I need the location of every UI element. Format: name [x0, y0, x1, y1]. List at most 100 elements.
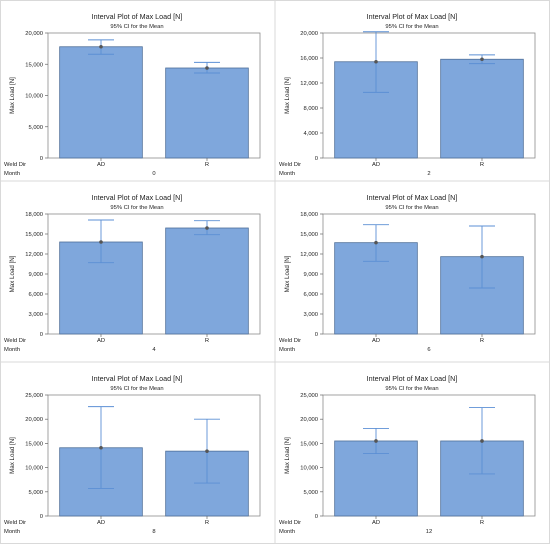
chart-subtitle: 95% CI for the Mean — [385, 386, 438, 392]
mean-point — [480, 439, 484, 443]
mean-point — [99, 44, 103, 49]
chart-title: Interval Plot of Max Load [N] — [92, 193, 183, 202]
y-tick-label: 25,000 — [300, 393, 318, 399]
row-label-weld-dir: Weld Dir — [279, 338, 301, 344]
row-label-month: Month — [4, 347, 20, 353]
chart-title: Interval Plot of Max Load [N] — [92, 12, 183, 21]
mean-point — [99, 240, 103, 244]
month-value: 12 — [426, 529, 432, 535]
chart-subtitle: 95% CI for the Mean — [385, 205, 438, 211]
y-tick-label: 0 — [40, 332, 43, 338]
mean-point — [205, 226, 209, 230]
row-label-month: Month — [279, 171, 295, 177]
chart-title: Interval Plot of Max Load [N] — [367, 193, 458, 202]
y-tick-label: 10,000 — [25, 94, 43, 100]
y-tick-label: 5,000 — [28, 125, 43, 131]
mean-point — [374, 59, 378, 64]
y-axis-label: Max Load [N] — [284, 77, 291, 114]
category-label: R — [205, 520, 209, 526]
row-label-weld-dir: Weld Dir — [4, 162, 26, 168]
mean-point — [480, 57, 484, 62]
y-tick-label: 12,000 — [300, 81, 318, 87]
chart-subtitle: 95% CI for the Mean — [110, 386, 163, 392]
row-label-month: Month — [4, 529, 20, 535]
category-label: AD — [372, 162, 380, 168]
y-tick-label: 0 — [315, 514, 318, 520]
y-tick-label: 8,000 — [303, 106, 318, 112]
month-value: 4 — [152, 347, 156, 353]
month-value: 8 — [152, 529, 155, 535]
y-tick-label: 5,000 — [28, 490, 43, 496]
y-tick-label: 16,000 — [300, 56, 318, 62]
y-tick-label: 4,000 — [303, 131, 318, 137]
y-tick-label: 0 — [315, 156, 318, 162]
category-label: AD — [97, 520, 105, 526]
bar-ad — [59, 46, 143, 159]
bar-r — [165, 227, 249, 335]
y-axis-label: Max Load [N] — [9, 255, 16, 292]
y-tick-label: 3,000 — [28, 312, 43, 318]
category-label: AD — [372, 338, 380, 344]
row-label-month: Month — [279, 529, 295, 535]
month-value: 2 — [427, 171, 430, 177]
y-tick-label: 10,000 — [300, 466, 318, 472]
y-tick-label: 18,000 — [25, 212, 43, 218]
y-tick-label: 15,000 — [300, 232, 318, 238]
bar-r — [165, 67, 249, 159]
mean-point — [205, 449, 209, 453]
y-tick-label: 0 — [40, 156, 43, 162]
y-tick-label: 5,000 — [303, 490, 318, 496]
y-axis-label: Max Load [N] — [9, 77, 16, 114]
y-tick-label: 15,000 — [300, 441, 318, 447]
mean-point — [205, 66, 209, 70]
y-tick-label: 9,000 — [303, 272, 318, 278]
row-label-weld-dir: Weld Dir — [279, 520, 301, 526]
y-tick-label: 0 — [315, 332, 318, 338]
chart-title: Interval Plot of Max Load [N] — [367, 374, 458, 383]
chart-title: Interval Plot of Max Load [N] — [367, 12, 458, 21]
y-axis-label: Max Load [N] — [284, 255, 291, 292]
y-axis-label: Max Load [N] — [284, 437, 291, 474]
month-value: 0 — [152, 171, 155, 177]
y-tick-label: 25,000 — [25, 393, 43, 399]
y-tick-label: 20,000 — [300, 417, 318, 423]
y-tick-label: 0 — [40, 514, 43, 520]
y-tick-label: 6,000 — [28, 292, 43, 298]
category-label: R — [480, 520, 484, 526]
mean-point — [374, 240, 378, 245]
category-label: R — [480, 162, 484, 168]
chart-subtitle: 95% CI for the Mean — [385, 24, 438, 30]
y-tick-label: 20,000 — [25, 31, 43, 37]
row-label-month: Month — [4, 171, 20, 177]
category-label: R — [205, 162, 209, 168]
row-label-weld-dir: Weld Dir — [279, 162, 301, 168]
chart-title: Interval Plot of Max Load [N] — [92, 374, 183, 383]
y-tick-label: 15,000 — [25, 232, 43, 238]
chart-subtitle: 95% CI for the Mean — [110, 24, 163, 30]
y-tick-label: 18,000 — [300, 212, 318, 218]
category-label: AD — [97, 162, 105, 168]
y-tick-label: 15,000 — [25, 62, 43, 68]
category-label: R — [205, 338, 209, 344]
category-label: R — [480, 338, 484, 344]
y-tick-label: 3,000 — [303, 312, 318, 318]
y-tick-label: 12,000 — [300, 252, 318, 258]
y-tick-label: 20,000 — [25, 417, 43, 423]
y-tick-label: 15,000 — [25, 441, 43, 447]
y-axis-label: Max Load [N] — [9, 437, 16, 474]
row-label-month: Month — [279, 347, 295, 353]
mean-point — [374, 439, 378, 443]
y-tick-label: 9,000 — [28, 272, 43, 278]
y-tick-label: 6,000 — [303, 292, 318, 298]
y-tick-label: 12,000 — [25, 252, 43, 258]
row-label-weld-dir: Weld Dir — [4, 338, 26, 344]
bar-r — [440, 58, 524, 159]
row-label-weld-dir: Weld Dir — [4, 520, 26, 526]
mean-point — [480, 254, 484, 259]
category-label: AD — [97, 338, 105, 344]
month-value: 6 — [427, 347, 430, 353]
y-tick-label: 20,000 — [300, 31, 318, 37]
chart-subtitle: 95% CI for the Mean — [110, 205, 163, 211]
